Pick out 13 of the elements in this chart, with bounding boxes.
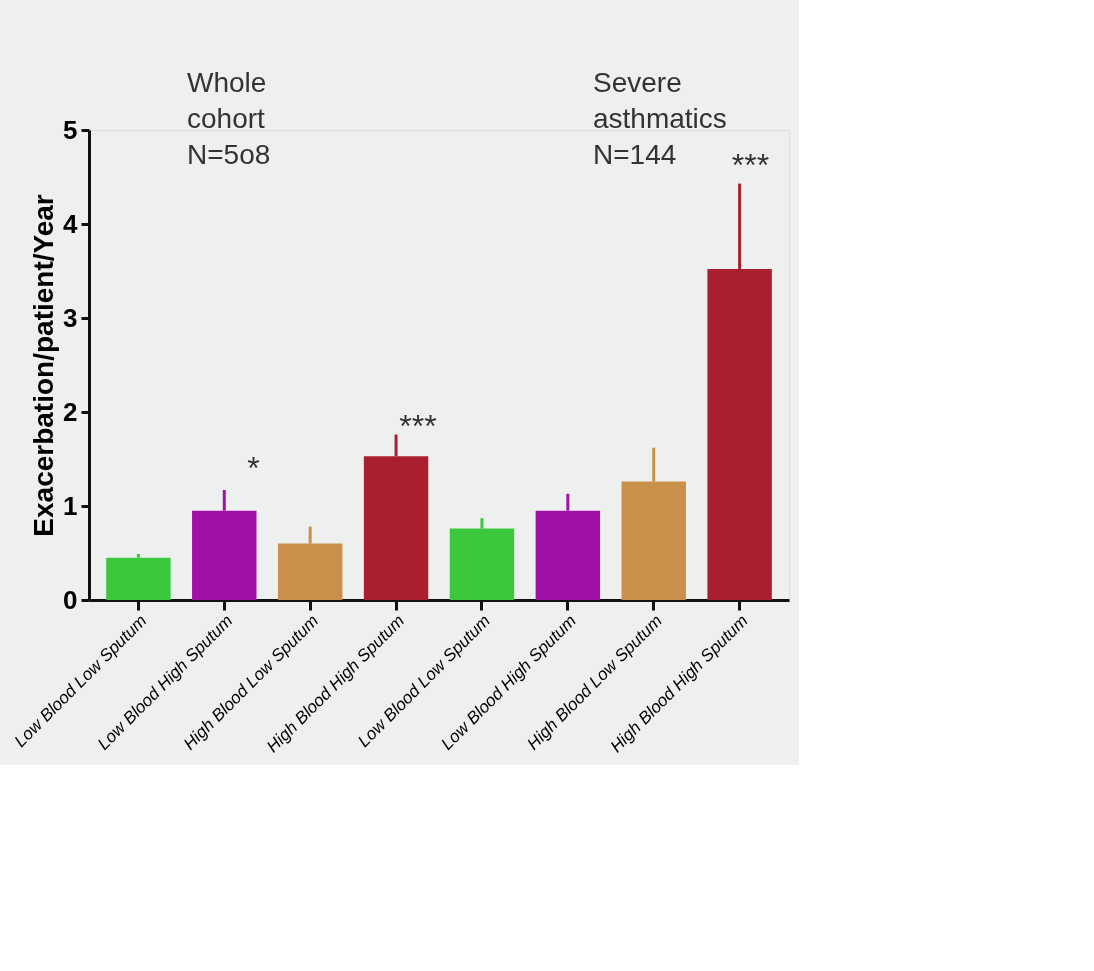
annotation: ***: [399, 408, 437, 444]
y-tick-label: 3: [63, 302, 78, 333]
y-tick-label: 4: [63, 208, 79, 239]
annotation: Whole cohort N=5o8: [187, 67, 271, 170]
annotation: Severe asthmatics N=144: [593, 67, 727, 170]
bar: [106, 557, 171, 600]
y-axis-title: Exacerbation/patient/Year: [28, 194, 60, 537]
y-tick-label: 2: [63, 396, 78, 427]
y-tick-label: 5: [63, 114, 78, 145]
annotation: *: [247, 450, 260, 487]
annotation: ***: [731, 147, 770, 184]
y-tick-label: 0: [63, 584, 78, 615]
y-tick-label: 1: [63, 490, 78, 521]
